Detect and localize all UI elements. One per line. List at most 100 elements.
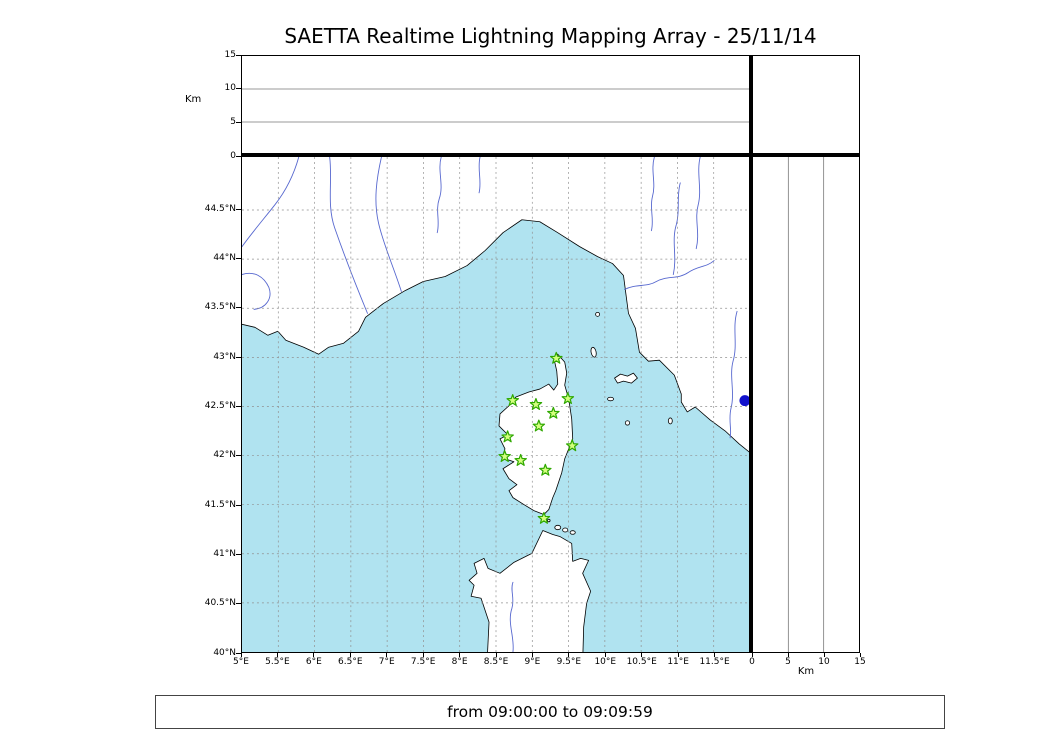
lon-tick	[677, 653, 679, 657]
alt-tick-label-left: 5	[230, 116, 236, 127]
lat-tick-label: 43.5°N	[204, 302, 236, 313]
station-marker	[565, 439, 579, 452]
elba-island	[614, 372, 638, 384]
sardinia-island	[468, 530, 592, 652]
alt-tick-label-bottom: 0	[749, 657, 755, 667]
altitude-longitude-panel	[241, 55, 751, 156]
alt-tick-bottom	[823, 653, 825, 657]
lon-tick-label: 6°E	[305, 657, 322, 667]
stations-layer	[498, 351, 579, 524]
altitude-latitude-panel	[752, 156, 860, 653]
lat-tick-label: 41.5°N	[204, 499, 236, 510]
station-marker	[561, 392, 575, 405]
station-marker	[501, 430, 514, 443]
lat-tick	[236, 504, 241, 506]
station-marker	[498, 450, 511, 462]
maddalena-island	[562, 527, 569, 533]
station-marker	[514, 453, 527, 466]
lon-tick-label: 9.5°E	[556, 657, 582, 667]
alt-tick-bottom	[859, 653, 861, 657]
lavezzi-island	[547, 518, 551, 523]
alt-tick-left	[236, 121, 241, 123]
pianosa-island	[607, 396, 614, 402]
station-marker	[539, 463, 552, 476]
river-line	[478, 157, 481, 194]
river-line	[242, 272, 271, 310]
lon-tick	[568, 653, 570, 657]
lon-tick-label: 5°E	[233, 657, 249, 667]
river-line	[672, 182, 681, 275]
altitude-axis-unit-bottom: Km	[797, 666, 815, 677]
alt-tick-label-left: 15	[224, 49, 236, 60]
altitude-longitude-plot	[242, 88, 750, 123]
station-marker	[529, 397, 543, 410]
lon-tick	[349, 653, 351, 657]
lon-tick	[714, 653, 716, 657]
lon-tick	[240, 653, 242, 657]
maddalena-island	[554, 524, 562, 531]
map-panel	[241, 156, 751, 653]
river-line	[329, 157, 368, 314]
lat-tick	[236, 652, 241, 654]
lon-tick-label: 11.5°E	[699, 657, 730, 667]
river-line	[509, 581, 514, 652]
alt-tick-label-bottom: 15	[854, 657, 866, 667]
lon-tick-label: 5.5°E	[265, 657, 290, 667]
lon-tick	[313, 653, 315, 657]
river-line	[624, 260, 715, 290]
event-marker	[739, 395, 750, 407]
river-line	[375, 157, 402, 292]
lat-tick-label: 43°N	[213, 351, 236, 362]
lat-tick	[236, 307, 241, 309]
alt-tick-left	[236, 88, 241, 90]
lon-tick	[495, 653, 497, 657]
lon-tick-label: 9°E	[524, 657, 541, 667]
alt-tick-bottom	[751, 653, 753, 657]
altitude-axis-unit-left: Km	[185, 94, 202, 105]
station-marker	[547, 406, 560, 419]
river-line	[436, 157, 442, 234]
altitude-gridlines-right	[787, 157, 825, 652]
france-italy-landmass	[242, 157, 750, 454]
lat-tick-label: 41°N	[213, 548, 236, 559]
lat-tick	[236, 553, 241, 555]
lat-tick-label: 42.5°N	[204, 400, 236, 411]
alt-tick-label-left: 10	[224, 83, 236, 94]
alt-tick-label-bottom: 5	[785, 657, 791, 667]
lat-tick	[236, 603, 241, 605]
capraia-island	[590, 346, 597, 358]
lat-tick	[236, 258, 241, 260]
station-marker	[532, 419, 546, 432]
montecristo-island	[624, 420, 631, 426]
station-marker	[506, 394, 520, 406]
lat-tick	[236, 405, 241, 407]
river-line	[729, 310, 738, 439]
event-layer	[739, 395, 750, 407]
gorgona-island	[595, 311, 600, 317]
lon-tick-label: 7°E	[378, 657, 395, 667]
lon-tick	[386, 653, 388, 657]
lat-tick-label: 44.5°N	[204, 203, 236, 214]
alt-tick-left	[236, 155, 241, 157]
figure-title: SAETTA Realtime Lightning Mapping Array …	[284, 24, 817, 48]
lat-tick	[236, 356, 241, 358]
lon-tick	[459, 653, 461, 657]
lon-tick-label: 11°E	[667, 657, 689, 667]
lon-tick	[422, 653, 424, 657]
lat-tick-label: 44°N	[213, 253, 236, 264]
lon-tick-label: 8.5°E	[483, 657, 509, 667]
panel-separator-vertical	[749, 55, 753, 653]
lon-tick	[641, 653, 643, 657]
lat-tick-label: 42°N	[213, 450, 236, 461]
lon-tick	[276, 653, 278, 657]
river-line	[695, 157, 701, 250]
lat-tick	[236, 208, 241, 210]
lon-tick	[604, 653, 606, 657]
altitude-latitude-plot	[787, 157, 825, 652]
alt-tick-label-left: 0	[230, 150, 236, 161]
lon-tick-label: 7.5°E	[410, 657, 436, 667]
map-plot	[242, 157, 750, 652]
alt-tick-left	[236, 54, 241, 56]
alt-tick-bottom	[787, 653, 789, 657]
